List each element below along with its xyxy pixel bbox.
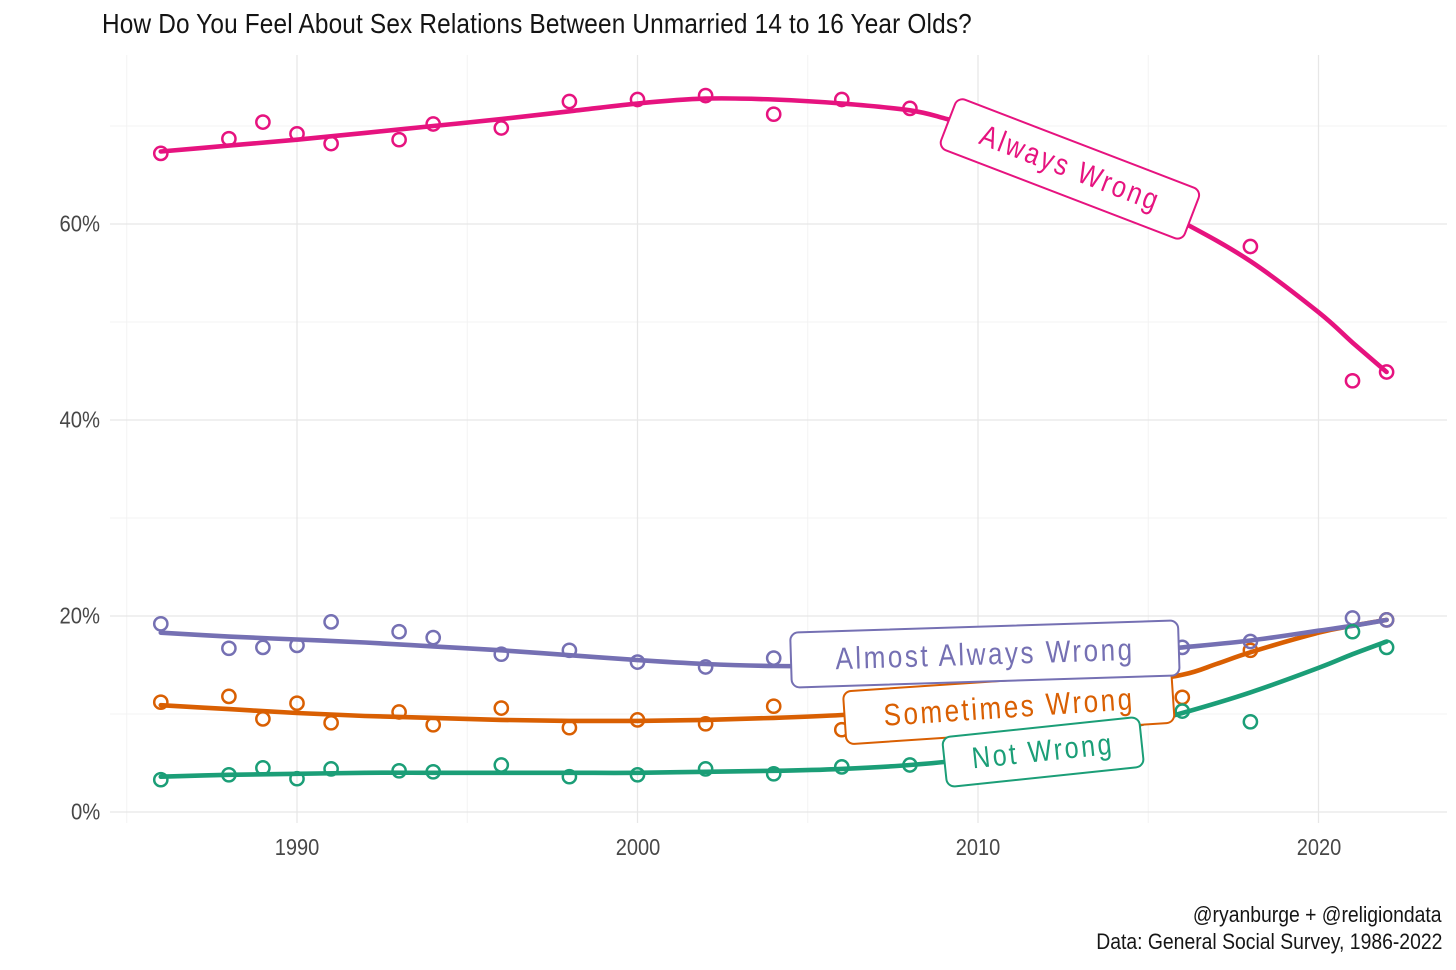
data-point-almost_always_wrong	[1378, 612, 1395, 628]
data-point-sometimes_wrong	[1242, 642, 1259, 659]
data-point-not_wrong	[1242, 713, 1259, 730]
data-point-not_wrong	[221, 766, 237, 783]
data-point-sometimes_wrong	[697, 715, 714, 732]
data-point-sometimes_wrong	[323, 714, 339, 731]
chart-title: How Do You Feel About Sex Relations Betw…	[102, 8, 1102, 40]
data-point-always_wrong	[493, 120, 510, 136]
x-tick-label: 2000	[615, 834, 660, 860]
data-point-sometimes_wrong	[391, 704, 407, 720]
x-tick-label: 2010	[955, 834, 1001, 860]
data-point-almost_always_wrong	[425, 629, 442, 646]
data-point-sometimes_wrong	[221, 688, 237, 705]
data-point-almost_always_wrong	[1344, 610, 1361, 626]
trend-line-not_wrong	[158, 639, 1389, 779]
data-point-always_wrong	[289, 125, 305, 142]
data-point-not_wrong	[391, 762, 407, 779]
data-point-always_wrong	[391, 131, 407, 148]
y-tick-label: 0%	[70, 798, 100, 825]
y-tick-label: 20%	[59, 602, 100, 629]
chart-caption: @ryanburge + @religiondata Data: General…	[1049, 901, 1442, 955]
data-point-almost_always_wrong	[561, 642, 578, 659]
data-point-always_wrong	[833, 91, 850, 108]
data-point-sometimes_wrong	[425, 716, 442, 733]
data-point-not_wrong	[425, 763, 442, 780]
data-point-always_wrong	[697, 87, 714, 104]
data-point-not_wrong	[629, 766, 646, 783]
data-point-sometimes_wrong	[493, 700, 510, 716]
data-point-sometimes_wrong	[629, 712, 646, 728]
data-point-almost_always_wrong	[697, 659, 714, 675]
data-point-not_wrong	[255, 760, 271, 776]
data-point-almost_always_wrong	[323, 614, 339, 630]
data-point-always_wrong	[221, 130, 237, 147]
data-point-always_wrong	[629, 91, 646, 108]
data-point-almost_always_wrong	[152, 615, 169, 632]
data-point-not_wrong	[902, 757, 918, 773]
caption-authors: @ryanburge + @religiondata	[1193, 902, 1442, 927]
data-point-almost_always_wrong	[289, 637, 305, 654]
data-point-almost_always_wrong	[391, 623, 407, 640]
y-tick-label: 60%	[59, 210, 100, 237]
trend-line-almost_always_wrong	[158, 617, 1389, 669]
data-point-always_wrong	[425, 116, 442, 132]
data-point-not_wrong	[289, 770, 305, 787]
data-point-not_wrong	[697, 761, 714, 777]
data-point-sometimes_wrong	[152, 694, 169, 711]
data-point-always_wrong	[1378, 364, 1395, 380]
data-point-not_wrong	[323, 761, 339, 777]
x-tick-label: 1990	[274, 834, 320, 860]
caption-source: Data: General Social Survey, 1986-2022	[1095, 929, 1442, 954]
data-point-not_wrong	[561, 768, 578, 785]
data-point-sometimes_wrong	[289, 695, 305, 712]
series-label-not-wrong-text: Not Wrong	[969, 727, 1116, 776]
chart-title-text: How Do You Feel About Sex Relations Betw…	[102, 8, 972, 39]
data-point-always_wrong	[323, 135, 339, 152]
data-point-always_wrong	[255, 114, 271, 130]
data-point-always_wrong	[1344, 372, 1361, 389]
x-tick-label: 2020	[1296, 834, 1341, 860]
data-point-always_wrong	[152, 145, 169, 162]
data-point-sometimes_wrong	[255, 711, 271, 727]
data-point-almost_always_wrong	[1242, 633, 1259, 650]
data-point-almost_always_wrong	[493, 646, 510, 663]
data-point-always_wrong	[1242, 238, 1259, 255]
data-point-almost_always_wrong	[255, 639, 271, 656]
data-point-not_wrong	[1344, 623, 1361, 640]
data-point-sometimes_wrong	[1174, 689, 1191, 706]
trend-line-always_wrong	[158, 96, 1389, 375]
data-point-always_wrong	[765, 106, 782, 123]
data-point-not_wrong	[833, 759, 850, 775]
y-tick-label: 40%	[59, 406, 100, 433]
data-point-almost_always_wrong	[629, 654, 646, 670]
data-point-always_wrong	[902, 100, 918, 117]
data-point-almost_always_wrong	[765, 650, 782, 666]
data-point-sometimes_wrong	[765, 698, 782, 715]
data-point-not_wrong	[152, 771, 169, 788]
series-label-almost-always-wrong-text: Almost Always Wrong	[834, 632, 1135, 677]
data-point-not_wrong	[765, 765, 782, 782]
data-point-sometimes_wrong	[561, 719, 578, 736]
data-point-not_wrong	[1174, 703, 1191, 719]
trend-line-sometimes_wrong	[158, 617, 1389, 724]
data-point-always_wrong	[561, 93, 578, 110]
data-point-not_wrong	[493, 757, 510, 773]
data-point-almost_always_wrong	[221, 640, 237, 657]
data-point-not_wrong	[1378, 639, 1395, 656]
